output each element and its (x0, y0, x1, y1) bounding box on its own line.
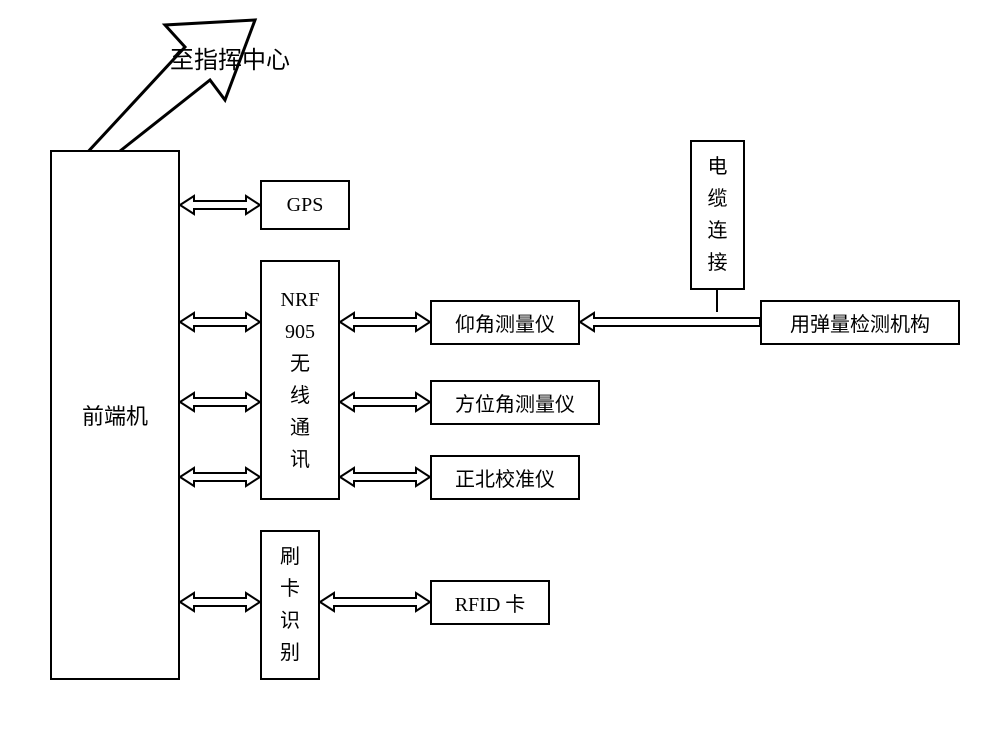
node-card_reader-label: 刷卡识别 (280, 541, 300, 669)
node-front_end: 前端机 (50, 150, 180, 680)
big-arrow-label: 至指挥中心 (170, 40, 290, 75)
node-gps-label: GPS (287, 194, 324, 217)
node-ammo_detect-label: 用弹量检测机构 (790, 308, 930, 337)
node-north_cal: 正北校准仪 (430, 455, 580, 500)
node-elevation-label: 仰角测量仪 (455, 308, 555, 337)
node-azimuth-label: 方位角测量仪 (455, 388, 575, 417)
node-azimuth: 方位角测量仪 (430, 380, 600, 425)
node-nrf905: NRF905无线通讯 (260, 260, 340, 500)
node-elevation: 仰角测量仪 (430, 300, 580, 345)
node-rfid: RFID 卡 (430, 580, 550, 625)
node-ammo_detect: 用弹量检测机构 (760, 300, 960, 345)
node-cable-label: 电缆连接 (708, 151, 728, 279)
diagram-canvas: 前端机 GPS NRF905无线通讯刷卡识别 仰角测量仪方位角测量仪正北校准仪 RFID… (0, 0, 1000, 732)
node-front_end-label: 前端机 (82, 399, 148, 431)
node-card_reader: 刷卡识别 (260, 530, 320, 680)
node-cable: 电缆连接 (690, 140, 745, 290)
node-rfid-label: RFID 卡 (455, 588, 526, 617)
node-north_cal-label: 正北校准仪 (455, 463, 555, 492)
node-gps: GPS (260, 180, 350, 230)
node-nrf905-label: NRF905无线通讯 (281, 284, 320, 476)
